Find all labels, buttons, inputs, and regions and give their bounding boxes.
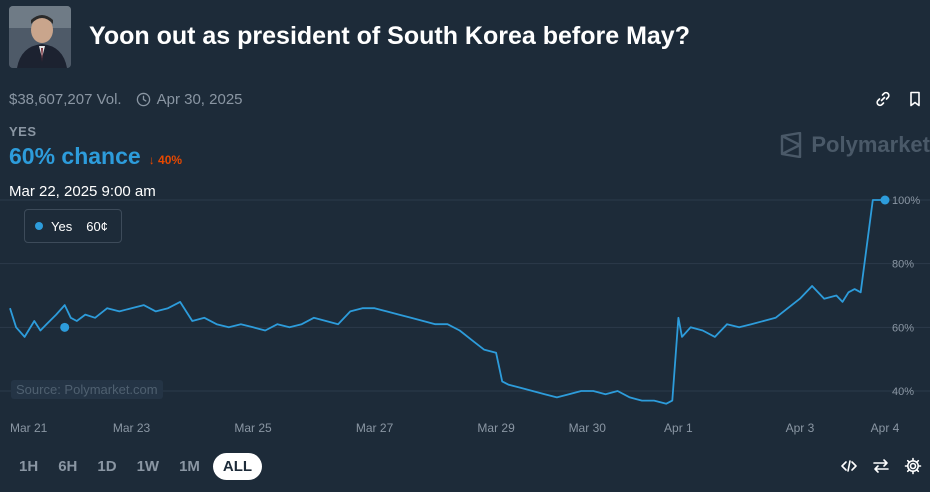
clock-icon bbox=[136, 92, 151, 107]
x-tick-label: Mar 29 bbox=[477, 421, 515, 435]
range-1d-button[interactable]: 1D bbox=[97, 458, 117, 475]
range-all-button[interactable]: ALL bbox=[212, 453, 263, 480]
y-tick-label: 40% bbox=[892, 386, 914, 398]
time-range-selector: 1H 6H 1D 1W 1M ALL bbox=[12, 453, 263, 480]
embed-code-icon[interactable] bbox=[840, 457, 858, 475]
x-tick-label: Mar 23 bbox=[113, 421, 151, 435]
x-tick-label: Apr 3 bbox=[786, 421, 815, 435]
polymarket-logo-icon bbox=[781, 132, 802, 158]
bottom-actions bbox=[840, 457, 922, 475]
range-6h-button[interactable]: 6H bbox=[58, 458, 78, 475]
latest-point bbox=[880, 195, 890, 205]
source-label: Source: Polymarket.com bbox=[11, 380, 163, 399]
gear-icon[interactable] bbox=[904, 457, 922, 475]
price-chart[interactable]: 40% 60% 80% 100% Mar 21 Mar 23 Mar 25 Mar 27 Mar… bbox=[0, 190, 930, 440]
x-tick-label: Mar 30 bbox=[569, 421, 607, 435]
market-meta: $38,607,207 Vol. Apr 30, 2025 bbox=[9, 91, 243, 108]
link-icon[interactable] bbox=[874, 90, 892, 108]
hover-date: Mar 22, 2025 9:00 am bbox=[9, 183, 156, 200]
range-1h-button[interactable]: 1H bbox=[19, 458, 39, 475]
chart-legend: Yes 60¢ bbox=[24, 209, 122, 243]
top-actions bbox=[874, 90, 924, 108]
x-tick-label: Mar 25 bbox=[234, 421, 272, 435]
volume-text: $38,607,207 Vol. bbox=[9, 91, 122, 108]
chance-change: ↓ 40% bbox=[148, 153, 183, 167]
market-title: Yoon out as president of South Korea bef… bbox=[89, 22, 690, 50]
market-image bbox=[9, 6, 71, 68]
brand-name: Polymarket bbox=[811, 132, 930, 157]
chance-row: 60% chance ↓ 40% bbox=[9, 143, 182, 170]
legend-dot bbox=[35, 222, 43, 230]
y-tick-label: 100% bbox=[892, 195, 920, 207]
x-tick-label: Apr 1 bbox=[664, 421, 693, 435]
series-line-yes bbox=[9, 199, 885, 405]
legend-series-value: 60¢ bbox=[86, 218, 108, 234]
outcome-label: YES bbox=[9, 124, 37, 139]
range-1m-button[interactable]: 1M bbox=[179, 458, 200, 475]
x-tick-label: Mar 21 bbox=[10, 421, 48, 435]
range-1w-button[interactable]: 1W bbox=[136, 458, 160, 475]
y-tick-label: 60% bbox=[892, 322, 914, 334]
y-tick-label: 80% bbox=[892, 259, 914, 271]
polymarket-logo: Polymarket bbox=[779, 132, 930, 158]
bookmark-icon[interactable] bbox=[906, 90, 924, 108]
x-tick-label: Apr 4 bbox=[871, 421, 900, 435]
x-tick-label: Mar 27 bbox=[356, 421, 394, 435]
end-date-text: Apr 30, 2025 bbox=[156, 91, 243, 108]
legend-series-name: Yes bbox=[51, 218, 73, 234]
chance-value: 60% chance bbox=[9, 143, 141, 169]
hover-point bbox=[60, 322, 70, 332]
swap-arrows-icon[interactable] bbox=[872, 457, 890, 475]
